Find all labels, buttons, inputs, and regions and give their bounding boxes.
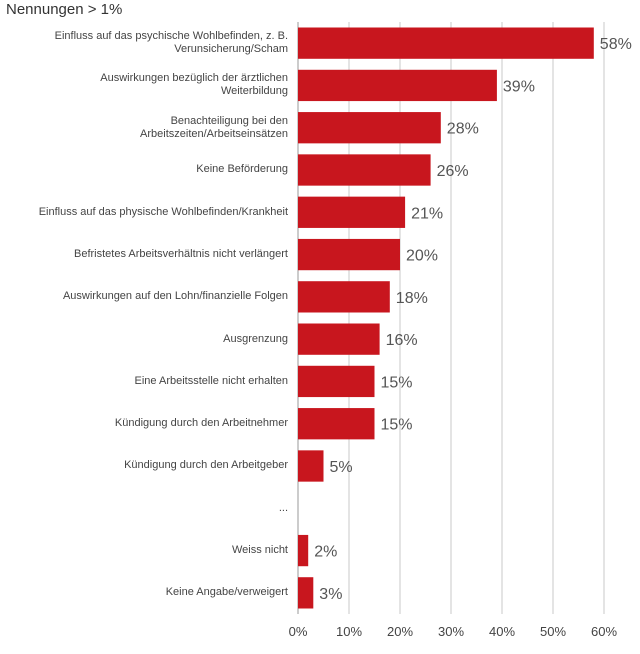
category-label: Kündigung durch den Arbeitnehmer bbox=[114, 417, 288, 430]
category-label: Kündigung durch den Arbeitgeber bbox=[124, 459, 288, 472]
bar bbox=[298, 323, 380, 355]
bar bbox=[298, 365, 375, 398]
value-label: 15% bbox=[381, 374, 413, 391]
value-label: 39% bbox=[503, 78, 535, 95]
category-label: ... bbox=[278, 501, 288, 514]
x-tick-label: 20% bbox=[387, 624, 413, 639]
x-tick-label: 10% bbox=[336, 624, 362, 639]
bar bbox=[298, 238, 400, 271]
category-label: Auswirkungen auf den Lohn/finanzielle Fo… bbox=[62, 290, 288, 303]
bar bbox=[298, 27, 594, 59]
category-label: Auswirkungen bezüglich der ärztlichen We… bbox=[100, 72, 288, 98]
value-label: 16% bbox=[386, 332, 418, 349]
category-label: Keine Beförderung bbox=[196, 163, 288, 176]
x-tick-label: 30% bbox=[438, 624, 464, 639]
category-label: Keine Angabe/verweigert bbox=[165, 586, 288, 599]
category-label: Einfluss auf das physische Wohlbefinden/… bbox=[38, 205, 288, 218]
value-label: 20% bbox=[406, 248, 438, 265]
category-label: Ausgrenzung bbox=[223, 332, 288, 345]
category-label: Benachteiligung bei den Arbeitszeiten/Ar… bbox=[140, 114, 288, 140]
value-label: 5% bbox=[330, 459, 353, 476]
x-tick-label: 50% bbox=[540, 624, 566, 639]
x-tick-label: 60% bbox=[591, 624, 617, 639]
bar bbox=[298, 281, 390, 313]
category-label: Einfluss auf das psychische Wohlbefinden… bbox=[54, 30, 288, 56]
x-tick-label: 0% bbox=[289, 624, 308, 639]
bar bbox=[298, 408, 375, 440]
bar bbox=[298, 154, 431, 186]
bar bbox=[298, 69, 497, 102]
category-label: Befristetes Arbeitsverhältnis nicht verl… bbox=[74, 248, 288, 261]
bar bbox=[298, 577, 314, 609]
value-label: 26% bbox=[437, 163, 469, 180]
value-label: 28% bbox=[447, 121, 479, 138]
value-label: 15% bbox=[381, 417, 413, 434]
value-label: 58% bbox=[600, 36, 632, 53]
chart-subtitle: Nennungen > 1% bbox=[6, 1, 123, 18]
bar bbox=[298, 450, 324, 482]
x-tick-label: 40% bbox=[489, 624, 515, 639]
category-label: Eine Arbeitsstelle nicht erhalten bbox=[134, 374, 288, 387]
value-label: 21% bbox=[411, 205, 443, 222]
value-label: 18% bbox=[396, 290, 428, 307]
value-label: 2% bbox=[314, 544, 337, 561]
bar bbox=[298, 112, 441, 144]
category-label: Weiss nicht bbox=[231, 544, 288, 557]
bar bbox=[298, 534, 309, 567]
bar bbox=[298, 196, 406, 228]
value-label: 3% bbox=[319, 586, 342, 603]
